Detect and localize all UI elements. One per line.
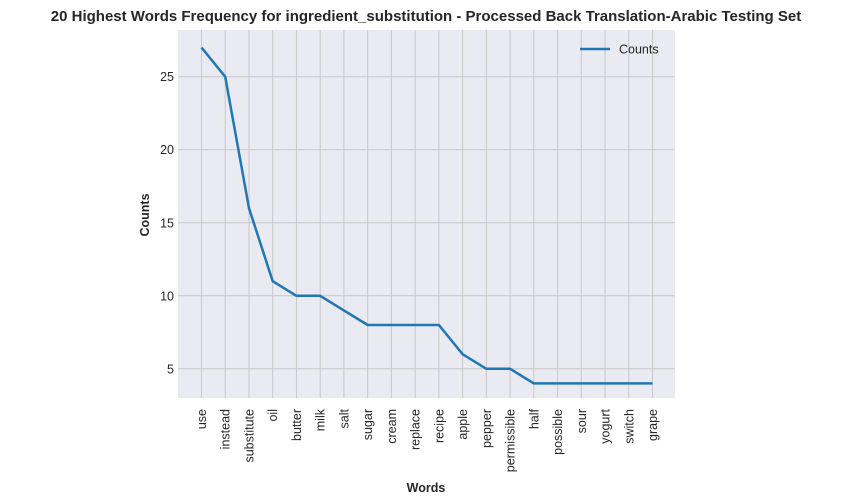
legend: Counts xyxy=(580,43,659,57)
x-tick-label: recipe xyxy=(432,409,446,443)
x-tick-label: butter xyxy=(290,409,304,441)
x-axis-label: Words xyxy=(407,481,446,495)
series-line-counts xyxy=(200,46,653,385)
x-tick-label: yogurt xyxy=(599,408,613,443)
y-tick-label: 5 xyxy=(167,362,174,376)
x-tick-label: salt xyxy=(337,408,351,428)
x-tick-label: pepper xyxy=(480,409,494,448)
x-tick-label: cream xyxy=(385,409,399,444)
x-tick-label: milk xyxy=(314,408,328,431)
series xyxy=(200,46,653,385)
x-tick-label: sour xyxy=(575,409,589,433)
legend-label-counts: Counts xyxy=(619,43,659,57)
x-tick-label: sugar xyxy=(361,409,375,440)
x-tick-label: use xyxy=(195,409,209,429)
x-tick-label: half xyxy=(527,408,541,429)
x-tick-label: replace xyxy=(409,409,423,450)
y-axis-label: Counts xyxy=(138,193,152,236)
x-tick-label: oil xyxy=(266,409,280,422)
x-tick-label: grape xyxy=(646,409,660,441)
y-tick-label: 20 xyxy=(160,143,174,157)
y-tick-label: 10 xyxy=(160,289,174,303)
x-axis: use instead substitute oil butter milk salt sug… xyxy=(195,408,660,472)
y-tick-label: 25 xyxy=(160,70,174,84)
x-tick-label: possible xyxy=(551,409,565,455)
x-tick-label: switch xyxy=(622,409,636,444)
y-axis: 5 10 15 20 25 xyxy=(160,70,174,376)
x-tick-label: instead xyxy=(219,409,233,449)
x-tick-label: apple xyxy=(456,409,470,440)
chart-title: 20 Highest Words Frequency for ingredien… xyxy=(51,8,801,25)
x-tick-label: permissible xyxy=(504,409,518,472)
y-tick-label: 15 xyxy=(160,216,174,230)
x-tick-label: substitute xyxy=(242,409,256,463)
plot-area xyxy=(178,30,675,398)
grid xyxy=(178,30,675,398)
